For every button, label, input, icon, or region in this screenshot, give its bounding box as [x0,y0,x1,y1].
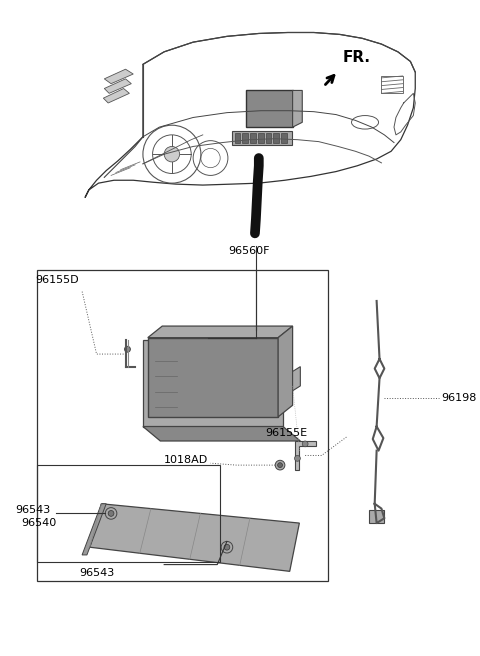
Bar [265,133,271,142]
Polygon shape [278,326,293,417]
Text: FR.: FR. [343,51,371,66]
Bar [235,133,240,142]
Circle shape [221,541,233,553]
Bar [250,133,256,142]
Polygon shape [293,367,300,391]
Text: 96560F: 96560F [228,246,270,256]
Circle shape [164,146,180,162]
Bar [148,338,278,417]
Polygon shape [104,79,132,93]
Bar [242,133,248,142]
Circle shape [275,461,285,470]
Text: 96155E: 96155E [265,428,308,438]
Bar [232,131,292,144]
Text: 96198: 96198 [441,392,477,403]
Circle shape [224,544,230,550]
Text: 96155D: 96155D [36,275,79,285]
Polygon shape [104,69,133,84]
Bar [258,133,264,142]
Polygon shape [90,504,300,571]
Polygon shape [295,441,316,470]
Bar [382,76,403,93]
Bar [369,510,384,523]
Text: 96540: 96540 [21,518,57,528]
Polygon shape [103,89,130,103]
Text: 1018AD: 1018AD [163,455,208,465]
Polygon shape [143,426,300,441]
Bar [281,133,287,142]
Polygon shape [143,340,283,426]
Polygon shape [82,504,106,555]
Circle shape [108,510,114,516]
Bar [246,91,293,127]
Polygon shape [293,91,302,127]
Text: 96543: 96543 [15,504,50,514]
Bar [273,133,279,142]
Circle shape [277,462,282,468]
Bar [36,465,220,562]
Circle shape [295,455,300,461]
Polygon shape [148,326,293,338]
Circle shape [105,508,117,519]
Circle shape [125,346,131,352]
Circle shape [302,441,308,447]
Bar [36,270,328,581]
Text: 96543: 96543 [79,569,114,579]
